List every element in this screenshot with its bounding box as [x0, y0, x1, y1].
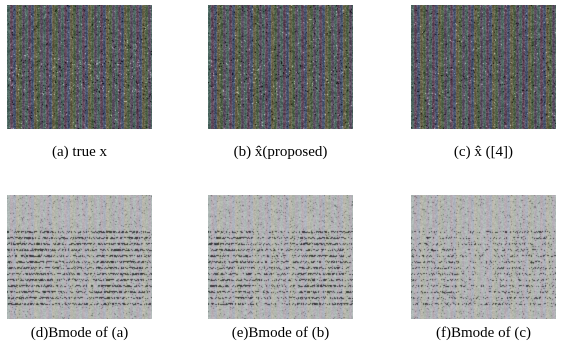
caption-c: (c) x̂ ([4]) [453, 144, 514, 160]
rf-image-proposed [208, 5, 353, 129]
bmode-image-c [411, 195, 556, 319]
caption-f: (f)Bmode of (c) [436, 325, 531, 341]
panel-f-image [411, 195, 556, 319]
panel-d-image [7, 195, 152, 319]
panel-c-image [411, 5, 556, 129]
bmode-image-a [7, 195, 152, 319]
caption-e: (e)Bmode of (b) [231, 325, 330, 341]
bmode-image-b [208, 195, 353, 319]
panel-b-image [208, 5, 353, 129]
caption-a: (a) true x [52, 144, 107, 160]
caption-b: (b) x̂(proposed) [233, 144, 328, 160]
panel-e-image [208, 195, 353, 319]
rf-image-ref4 [411, 5, 556, 129]
rf-image-true-x [7, 5, 152, 129]
panel-a-image [7, 5, 152, 129]
caption-d: (d)Bmode of (a) [30, 325, 129, 341]
